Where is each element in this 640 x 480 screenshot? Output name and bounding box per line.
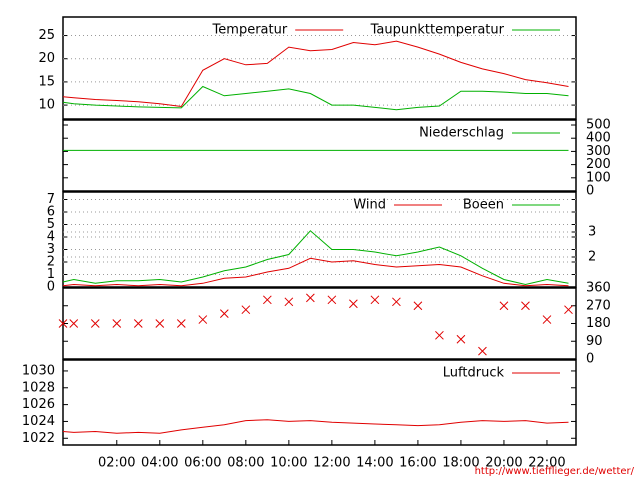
data-point <box>564 305 573 315</box>
data-point <box>284 297 294 307</box>
y-tick-label: 1030 <box>22 363 55 378</box>
data-point <box>499 301 509 311</box>
panel-frame <box>62 359 577 446</box>
panel-frame <box>62 191 577 288</box>
data-point <box>435 330 444 340</box>
x-tick-label: 14:00 <box>356 456 393 471</box>
data-point <box>90 319 100 328</box>
data-point <box>349 299 358 309</box>
data-point <box>456 334 466 344</box>
x-tick-label: 22:00 <box>528 456 565 471</box>
y2-tick-label: 3 <box>588 225 596 240</box>
legend-label: Boeen <box>463 198 504 213</box>
y-tick-label: 15 <box>38 74 55 89</box>
y2-tick-label: 2 <box>588 250 596 265</box>
y-tick-label: 1028 <box>22 380 55 395</box>
y-tick-label: 1 <box>47 267 55 282</box>
data-point <box>370 295 380 305</box>
y-tick-label: 10 <box>38 98 55 113</box>
data-point <box>219 309 229 318</box>
footer-url: http://www.tiefflieger.de/wetter/ <box>475 466 635 477</box>
y-tick-label: 90 <box>586 334 603 349</box>
data-point <box>306 293 315 303</box>
data-point <box>58 319 68 328</box>
x-tick-label: 04:00 <box>141 456 178 471</box>
data-line <box>62 419 569 434</box>
y-tick-label: 1026 <box>22 397 55 412</box>
data-point <box>262 295 272 305</box>
y-tick-label: 1022 <box>22 431 55 446</box>
data-point <box>542 315 552 324</box>
x-tick-label: 06:00 <box>184 456 221 471</box>
panel-frame <box>62 287 577 360</box>
data-point <box>392 297 401 307</box>
data-point <box>69 319 79 328</box>
y-tick-label: 400 <box>586 131 611 146</box>
y-tick-label: 3 <box>47 242 55 257</box>
y-tick-label: 300 <box>586 144 611 159</box>
x-tick-label: 10:00 <box>270 456 307 471</box>
y-tick-label: 0 <box>586 184 594 199</box>
y-tick-label: 360 <box>586 281 611 296</box>
y-tick-label: 100 <box>586 170 611 185</box>
data-point <box>133 319 143 328</box>
x-tick-label: 12:00 <box>313 456 350 471</box>
data-point <box>521 301 530 311</box>
panel-frame <box>62 119 577 192</box>
x-tick-label: 20:00 <box>485 456 522 471</box>
x-tick-label: 02:00 <box>98 456 135 471</box>
legend-label: Luftdruck <box>443 366 505 381</box>
y-tick-label: 180 <box>586 316 611 331</box>
data-line <box>62 257 569 287</box>
data-point <box>155 319 165 328</box>
data-point <box>413 301 423 311</box>
x-tick-label: 18:00 <box>442 456 479 471</box>
legend-label: Wind <box>353 198 386 213</box>
y-tick-label: 200 <box>586 157 611 172</box>
data-line <box>62 85 569 111</box>
y-tick-label: 25 <box>38 28 55 43</box>
data-line <box>62 230 569 286</box>
data-point <box>327 295 337 305</box>
y-tick-label: 4 <box>47 230 55 245</box>
y-tick-label: 6 <box>47 205 55 220</box>
y-tick-label: 500 <box>586 118 611 133</box>
legend-label: Taupunkttemperatur <box>370 23 505 38</box>
y-tick-label: 20 <box>38 51 55 66</box>
y-tick-label: 0 <box>586 352 594 367</box>
y-tick-label: 0 <box>47 280 55 295</box>
x-tick-label: 08:00 <box>227 456 264 471</box>
y-tick-label: 2 <box>47 255 55 270</box>
panel-frame <box>62 16 577 120</box>
data-point <box>478 346 487 356</box>
data-point <box>198 315 208 324</box>
data-point <box>176 319 186 328</box>
x-tick-label: 16:00 <box>399 456 436 471</box>
y-tick-label: 5 <box>47 217 55 232</box>
legend-label: Niederschlag <box>419 126 504 141</box>
legend-label: Temperatur <box>212 23 288 38</box>
data-point <box>112 319 122 328</box>
data-point <box>241 305 251 315</box>
y-tick-label: 7 <box>47 192 55 207</box>
y-tick-label: 1024 <box>22 414 55 429</box>
y-tick-label: 270 <box>586 298 611 313</box>
data-line <box>62 40 569 108</box>
